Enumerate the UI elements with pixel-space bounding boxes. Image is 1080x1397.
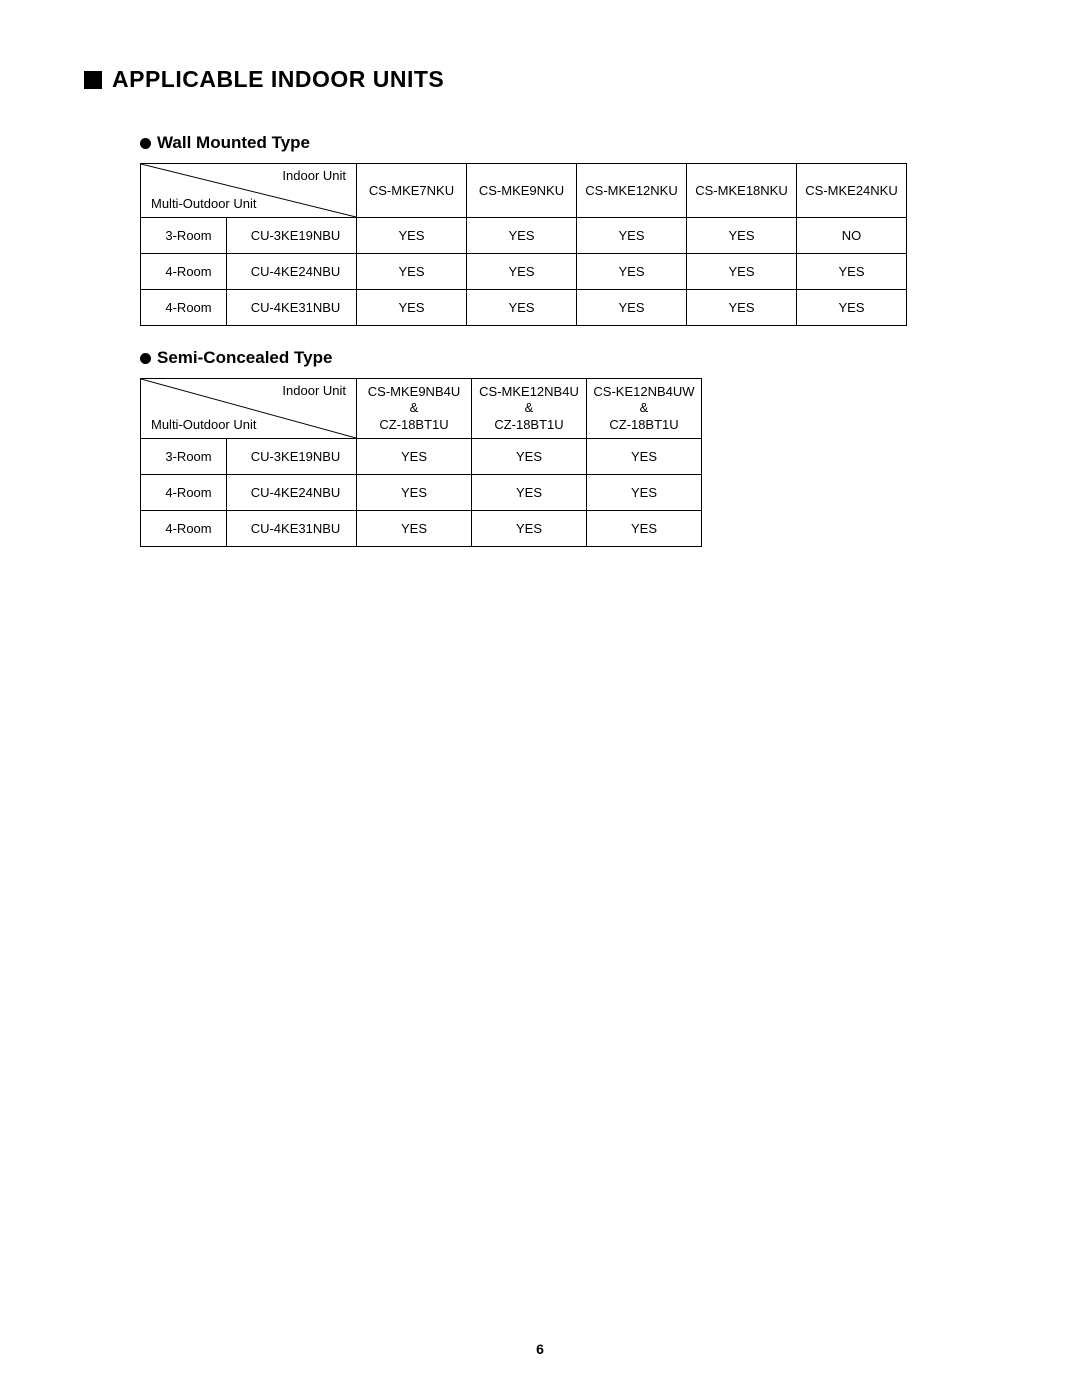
model-cell: CU-4KE31NBU [227, 511, 357, 547]
dot-bullet-icon [140, 353, 151, 364]
outdoor-unit-label: Multi-Outdoor Unit [151, 417, 256, 432]
value-cell: YES [357, 290, 467, 326]
col-mid: & [525, 400, 534, 415]
room-cell: 4-Room [141, 475, 227, 511]
wall-mounted-table: Indoor Unit Multi-Outdoor Unit CS-MKE7NK… [140, 163, 907, 326]
column-header: CS-MKE24NKU [797, 164, 907, 218]
column-header: CS-KE12NB4UW & CZ-18BT1U [587, 379, 702, 439]
outdoor-unit-label: Multi-Outdoor Unit [151, 196, 256, 211]
table-row: 4-Room CU-4KE31NBU YES YES YES [141, 511, 702, 547]
value-cell: YES [357, 439, 472, 475]
page-number: 6 [0, 1341, 1080, 1357]
table-row: 3-Room CU-3KE19NBU YES YES YES YES NO [141, 218, 907, 254]
value-cell: YES [357, 475, 472, 511]
col-mid: & [640, 400, 649, 415]
value-cell: YES [587, 439, 702, 475]
room-cell: 4-Room [141, 511, 227, 547]
col-bot: CZ-18BT1U [609, 417, 678, 432]
value-cell: YES [472, 511, 587, 547]
column-header: CS-MKE12NKU [577, 164, 687, 218]
value-cell: YES [577, 254, 687, 290]
value-cell: YES [797, 254, 907, 290]
indoor-unit-label: Indoor Unit [282, 168, 346, 183]
value-cell: YES [472, 439, 587, 475]
col-top: CS-MKE12NB4U [479, 384, 579, 399]
value-cell: YES [797, 290, 907, 326]
model-cell: CU-3KE19NBU [227, 218, 357, 254]
column-header: CS-MKE18NKU [687, 164, 797, 218]
indoor-unit-label: Indoor Unit [282, 383, 346, 398]
column-header: CS-MKE7NKU [357, 164, 467, 218]
room-cell: 4-Room [141, 290, 227, 326]
value-cell: YES [357, 254, 467, 290]
value-cell: YES [467, 218, 577, 254]
room-cell: 4-Room [141, 254, 227, 290]
corner-cell: Indoor Unit Multi-Outdoor Unit [141, 379, 357, 439]
wall-mounted-heading-row: Wall Mounted Type [140, 133, 1000, 153]
model-cell: CU-4KE31NBU [227, 290, 357, 326]
value-cell: YES [577, 218, 687, 254]
value-cell: YES [587, 475, 702, 511]
room-cell: 3-Room [141, 439, 227, 475]
semi-concealed-heading-row: Semi-Concealed Type [140, 348, 1000, 368]
table-row: 4-Room CU-4KE24NBU YES YES YES [141, 475, 702, 511]
semi-concealed-table: Indoor Unit Multi-Outdoor Unit CS-MKE9NB… [140, 378, 702, 547]
corner-cell: Indoor Unit Multi-Outdoor Unit [141, 164, 357, 218]
main-title-row: APPLICABLE INDOOR UNITS [84, 66, 1000, 93]
col-bot: CZ-18BT1U [494, 417, 563, 432]
value-cell: YES [357, 218, 467, 254]
column-header: CS-MKE9NKU [467, 164, 577, 218]
value-cell: YES [357, 511, 472, 547]
col-top: CS-KE12NB4UW [593, 384, 694, 399]
value-cell: YES [577, 290, 687, 326]
column-header: CS-MKE12NB4U & CZ-18BT1U [472, 379, 587, 439]
col-bot: CZ-18BT1U [379, 417, 448, 432]
square-bullet-icon [84, 71, 102, 89]
value-cell: YES [472, 475, 587, 511]
column-header: CS-MKE9NB4U & CZ-18BT1U [357, 379, 472, 439]
page-title: APPLICABLE INDOOR UNITS [112, 66, 444, 93]
table-row: 3-Room CU-3KE19NBU YES YES YES [141, 439, 702, 475]
col-mid: & [410, 400, 419, 415]
table-header-row: Indoor Unit Multi-Outdoor Unit CS-MKE9NB… [141, 379, 702, 439]
table-row: 4-Room CU-4KE24NBU YES YES YES YES YES [141, 254, 907, 290]
model-cell: CU-3KE19NBU [227, 439, 357, 475]
col-top: CS-MKE9NB4U [368, 384, 460, 399]
model-cell: CU-4KE24NBU [227, 475, 357, 511]
page: APPLICABLE INDOOR UNITS Wall Mounted Typ… [0, 0, 1080, 1397]
table-header-row: Indoor Unit Multi-Outdoor Unit CS-MKE7NK… [141, 164, 907, 218]
table-row: 4-Room CU-4KE31NBU YES YES YES YES YES [141, 290, 907, 326]
model-cell: CU-4KE24NBU [227, 254, 357, 290]
value-cell: YES [687, 218, 797, 254]
value-cell: YES [587, 511, 702, 547]
value-cell: YES [687, 254, 797, 290]
dot-bullet-icon [140, 138, 151, 149]
value-cell: YES [687, 290, 797, 326]
wall-mounted-title: Wall Mounted Type [157, 133, 310, 153]
value-cell: YES [467, 254, 577, 290]
value-cell: NO [797, 218, 907, 254]
room-cell: 3-Room [141, 218, 227, 254]
semi-concealed-title: Semi-Concealed Type [157, 348, 332, 368]
value-cell: YES [467, 290, 577, 326]
